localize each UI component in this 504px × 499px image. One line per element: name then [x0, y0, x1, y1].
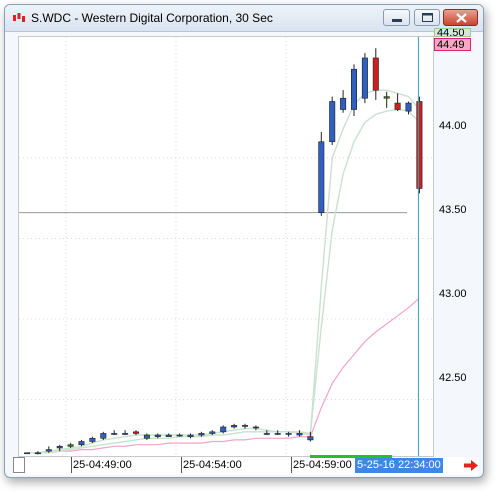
candle-body [154, 434, 161, 437]
candle-body [252, 426, 259, 429]
candle-body [143, 434, 150, 439]
candle-body [122, 433, 129, 435]
close-button[interactable] [443, 9, 478, 26]
candle-body [231, 425, 238, 428]
y-tick-label: 44.00 [439, 120, 467, 132]
candle-body [220, 426, 227, 433]
candle-body [198, 433, 205, 436]
y-tick-label: 43.00 [439, 288, 467, 300]
candle-body [209, 431, 216, 434]
candle-body [340, 97, 347, 110]
axis-corner-box[interactable] [13, 457, 25, 473]
candle-body [383, 96, 390, 99]
candle-body [34, 452, 41, 455]
candle-body [394, 102, 401, 110]
candle-body [133, 431, 140, 434]
maximize-button[interactable] [414, 9, 440, 26]
close-icon [456, 13, 467, 23]
y-tick-label: 43.50 [439, 204, 467, 216]
current-time-label: 5-25-16 22:34:00 [355, 458, 443, 473]
candle-body [274, 433, 281, 435]
x-tick-label: 25-04:59:00 [293, 459, 352, 471]
chart-plot-area[interactable] [18, 36, 434, 457]
mid-moving-average-line [27, 108, 420, 454]
candle-body [285, 433, 292, 435]
candle-body [361, 57, 368, 99]
candle-body [111, 433, 118, 435]
top-price-tag: 44.50 [434, 28, 471, 37]
candle-body [89, 437, 96, 442]
candle-body [372, 57, 379, 91]
minimize-button[interactable] [383, 9, 410, 26]
session-marker [310, 455, 392, 458]
candle-body [45, 449, 52, 452]
candle-body [78, 441, 85, 446]
last-price-tag: 44.49 [434, 38, 471, 51]
candle-body [416, 101, 423, 189]
candle-body [67, 444, 74, 447]
candle-body [329, 101, 336, 143]
candle-body [100, 433, 107, 439]
x-tick-separator [181, 457, 182, 473]
candle-body [176, 434, 183, 437]
candle-body [242, 425, 249, 427]
candle-body [187, 434, 194, 437]
candle-body [350, 68, 357, 110]
x-tick-separator [71, 457, 72, 473]
candlestick-chart[interactable] [19, 37, 433, 456]
candle-body [263, 433, 270, 435]
window-title: S.WDC - Western Digital Corporation, 30 … [31, 11, 273, 25]
candlestick-app-icon [13, 13, 25, 22]
maximize-icon [422, 13, 433, 22]
candle-body [296, 433, 303, 436]
candle-body [405, 102, 412, 112]
slow-moving-average-line [27, 297, 420, 454]
candle-body [165, 434, 172, 437]
candle-body [56, 446, 63, 449]
y-tick-label: 42.50 [439, 372, 467, 384]
x-tick-separator [291, 457, 292, 473]
time-axis-bar: 25-04:49:00 25-04:54:00 25-04:59:00 5-25… [13, 455, 479, 475]
candle-body [24, 452, 31, 455]
candle-body [307, 436, 314, 441]
fast-moving-average-line [27, 89, 420, 454]
title-bar[interactable]: S.WDC - Western Digital Corporation, 30 … [5, 5, 483, 32]
x-tick-label: 25-04:49:00 [73, 459, 132, 471]
x-tick-label: 25-04:54:00 [183, 459, 242, 471]
scroll-right-arrow-icon[interactable] [464, 460, 478, 471]
chart-window: S.WDC - Western Digital Corporation, 30 … [4, 4, 484, 478]
candle-body [318, 141, 325, 213]
minimize-icon [392, 19, 402, 22]
